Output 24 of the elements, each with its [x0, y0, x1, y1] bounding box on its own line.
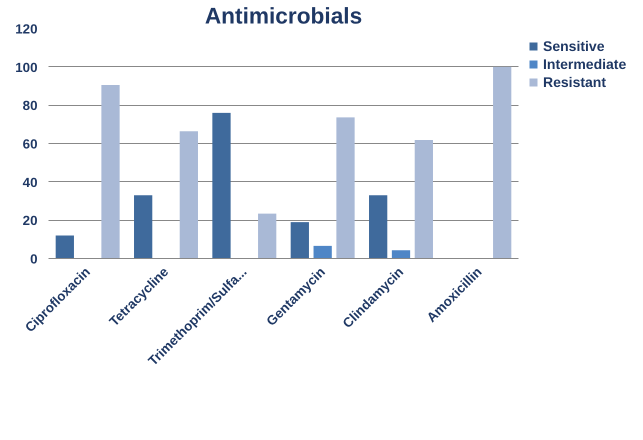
bar: [392, 250, 410, 258]
legend-label: Intermediate: [543, 56, 626, 72]
bar: [258, 214, 276, 258]
bar: [134, 195, 152, 258]
bar: [290, 222, 309, 258]
bar: [336, 117, 355, 258]
bar: [493, 66, 512, 258]
bar: [56, 236, 74, 258]
legend-label: Resistant: [543, 74, 606, 90]
y-tick-label: 20: [22, 213, 38, 228]
bar: [101, 85, 120, 258]
bar: [314, 246, 332, 258]
bar: [414, 140, 433, 258]
y-tick-label: 80: [22, 98, 38, 114]
y-tick-label: 0: [30, 252, 38, 266]
chart-title: Antimicrobials: [204, 2, 362, 28]
y-tick-label: 60: [22, 136, 38, 152]
legend-label: Sensitive: [543, 38, 604, 54]
bar: [180, 131, 198, 258]
y-tick-label: 40: [22, 174, 38, 190]
bar: [212, 112, 231, 258]
bar: [369, 195, 388, 258]
y-tick-label: 120: [15, 22, 38, 36]
y-tick-label: 100: [15, 60, 38, 75]
